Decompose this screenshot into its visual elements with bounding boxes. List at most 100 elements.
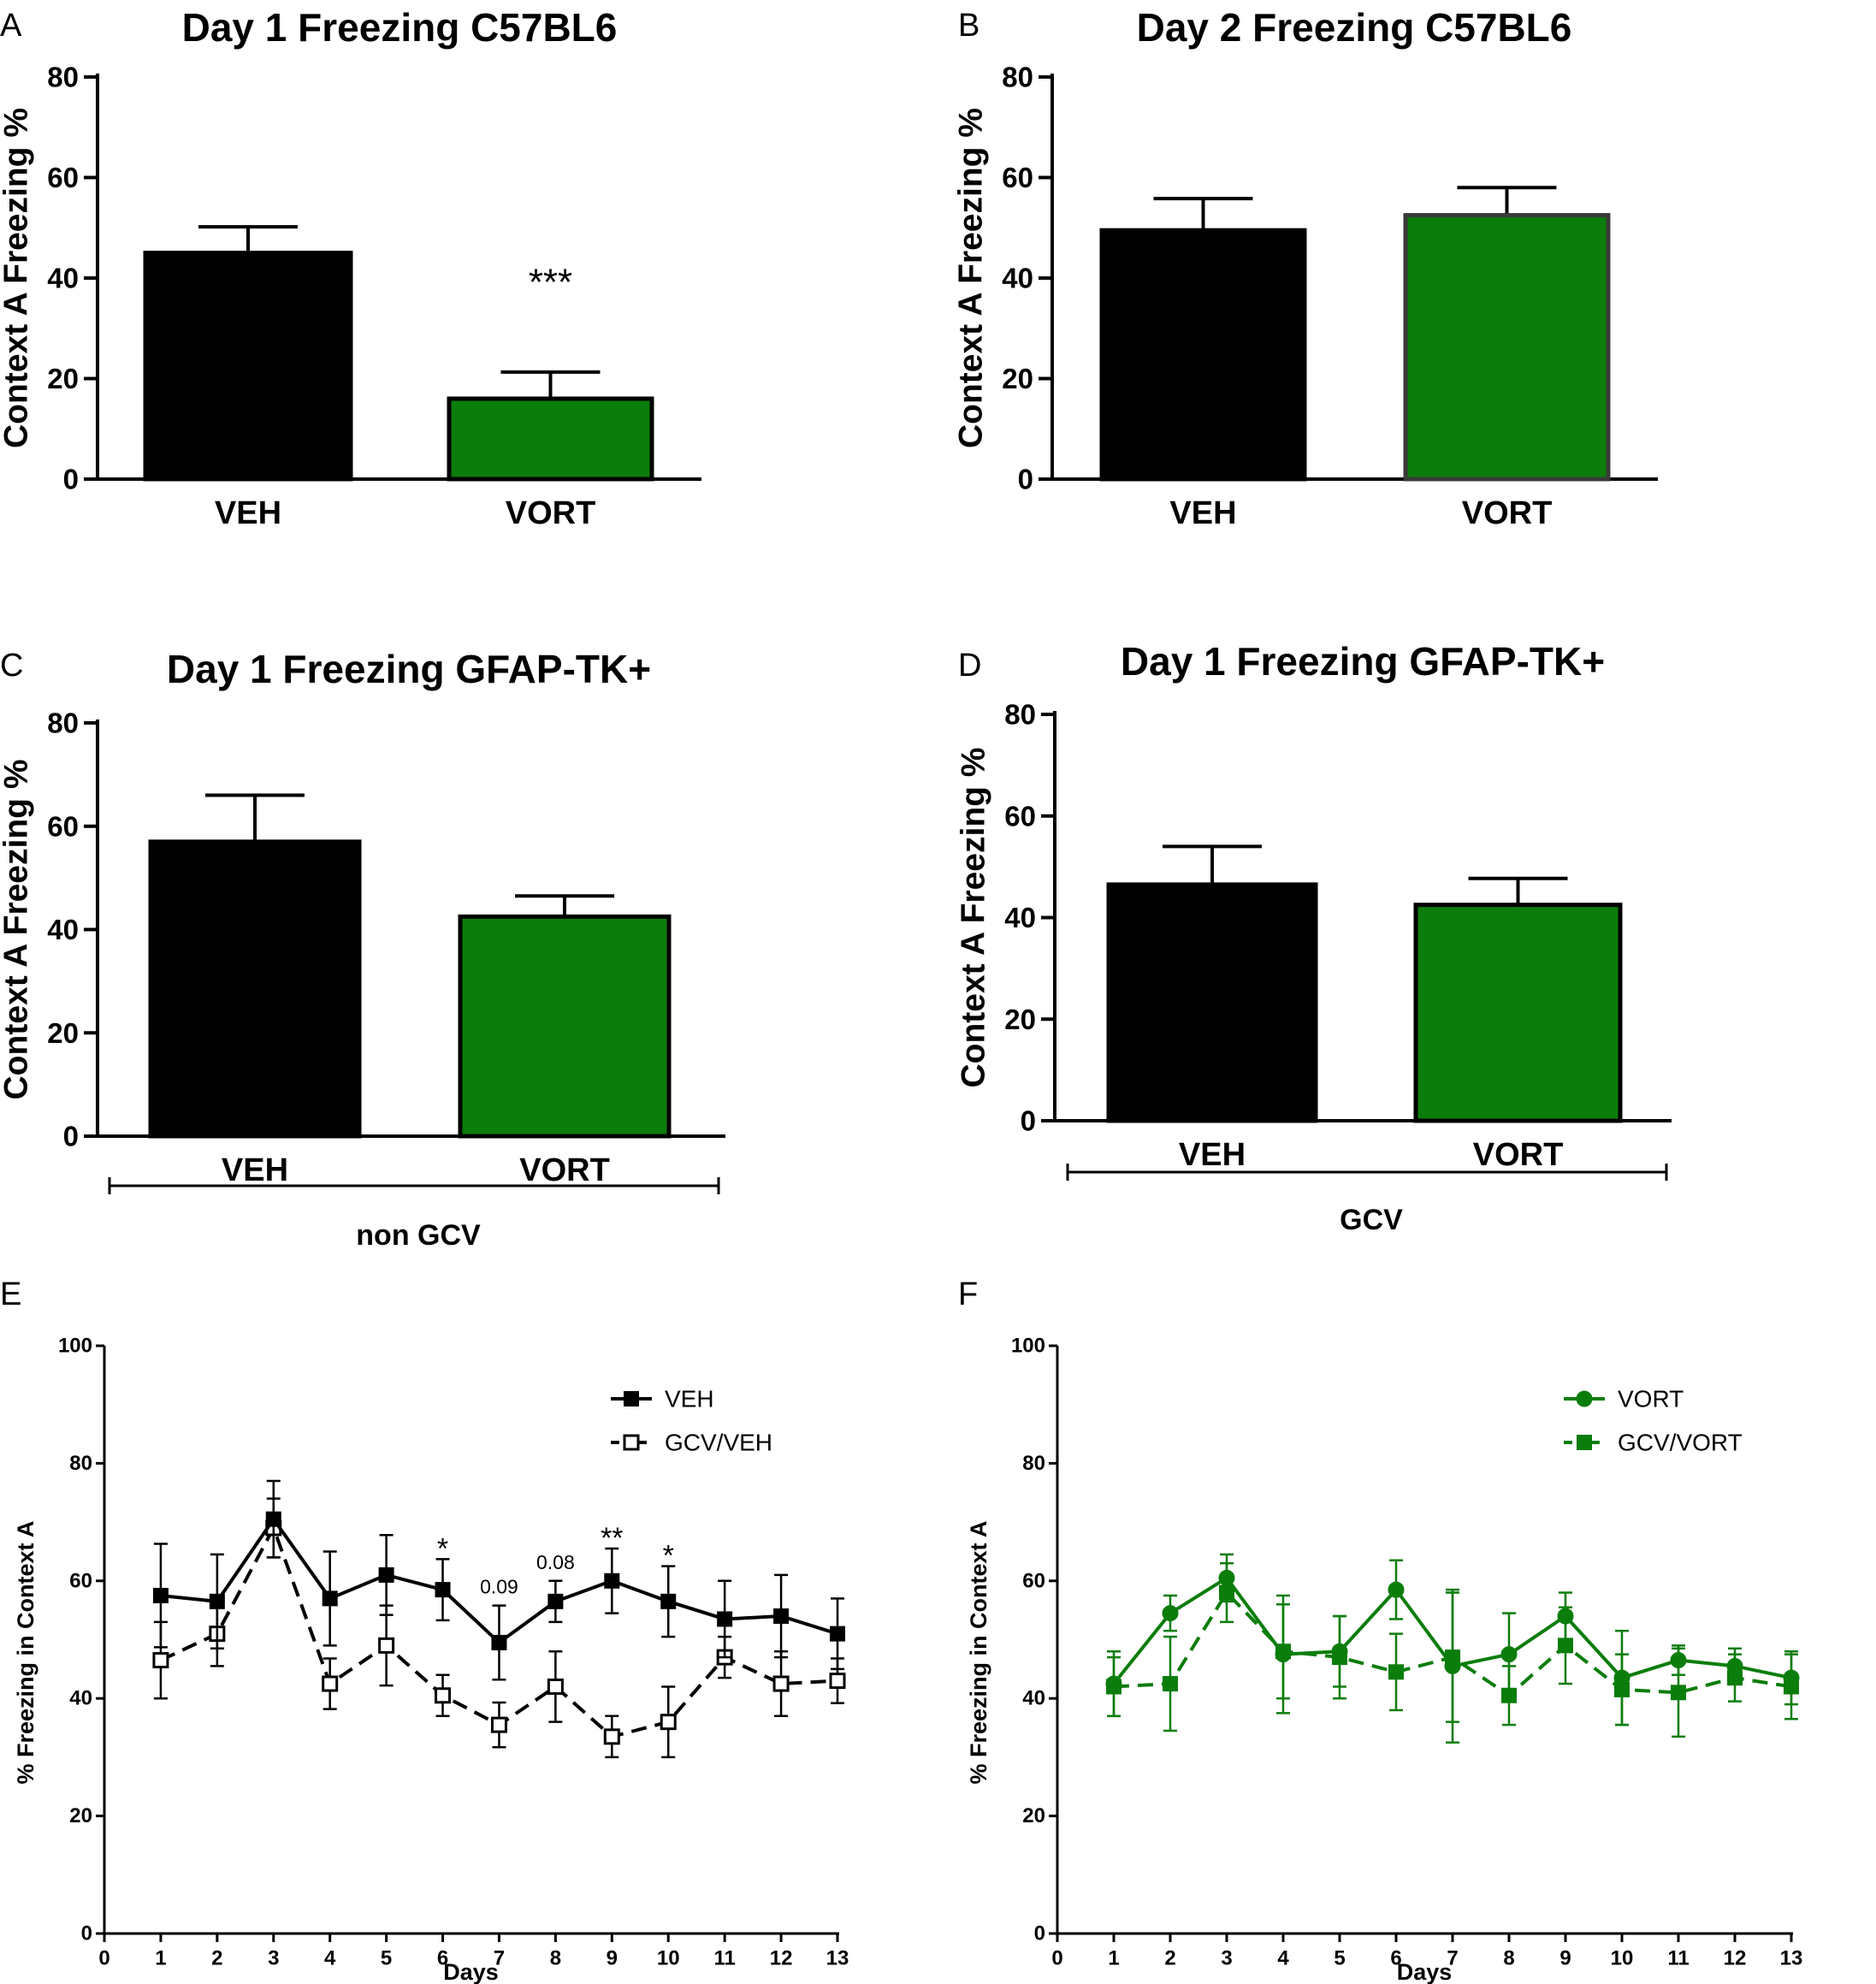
y-tick-label: 60 <box>1022 1569 1045 1592</box>
significance-marker: ** <box>601 1522 623 1555</box>
data-point <box>435 1687 452 1704</box>
chart-panel-b: B Day 2 Freezing C57BL6 Context A Freezing… <box>953 5 1658 531</box>
data-point <box>1331 1643 1348 1660</box>
data-point <box>603 1728 620 1745</box>
y-tick-label: 20 <box>47 363 79 394</box>
y-tick-label: 20 <box>69 1804 92 1827</box>
significance-marker: *** <box>529 261 572 303</box>
legend-entry: VORT <box>1564 1386 1684 1412</box>
y-tick-label: 60 <box>1004 800 1036 832</box>
data-point <box>1162 1605 1179 1622</box>
panel-label: C <box>0 648 23 684</box>
y-tick-label: 20 <box>1002 363 1033 394</box>
legend-entry: GCV/VORT <box>1564 1430 1743 1456</box>
x-tick-label: 6 <box>437 1947 448 1970</box>
data-point <box>547 1593 564 1609</box>
significance-marker: 0.09 <box>480 1576 518 1598</box>
data-point <box>660 1714 677 1731</box>
data-point <box>604 1572 620 1589</box>
y-tick-label: 20 <box>1004 1004 1036 1035</box>
chart-panel-e: E% Freezing in Context ADays020406080100… <box>0 1276 849 1984</box>
panel-label: B <box>958 8 979 44</box>
group-label: non GCV <box>356 1219 481 1252</box>
chart-panel-f: F% Freezing in Context ADays020406080100… <box>958 1276 1802 1984</box>
panel-label: D <box>958 648 981 684</box>
legend-label: VEH <box>665 1386 714 1412</box>
x-category-label: VEH <box>1169 495 1236 531</box>
y-axis-label: Context A Freezing % <box>953 108 990 448</box>
x-tick-label: 13 <box>1780 1947 1803 1970</box>
x-tick-label: 5 <box>381 1947 392 1970</box>
x-category-label: VORT <box>1462 495 1553 531</box>
data-point <box>152 1652 169 1669</box>
data-point <box>1670 1652 1687 1669</box>
x-tick-label: 2 <box>211 1947 222 1970</box>
data-point <box>773 1608 790 1625</box>
x-tick-label: 4 <box>1277 1947 1289 1970</box>
y-tick-label: 20 <box>1022 1804 1045 1827</box>
data-point <box>378 1566 394 1583</box>
y-axis-label: Context A Freezing % <box>0 108 35 448</box>
y-axis-label: % Freezing in Context A <box>13 1520 38 1784</box>
y-tick-label: 80 <box>47 708 79 739</box>
legend-marker <box>624 1391 639 1407</box>
y-tick-label: 40 <box>1022 1687 1045 1710</box>
x-tick-label: 6 <box>1390 1947 1401 1970</box>
series-vort <box>1105 1553 1800 1744</box>
y-tick-label: 40 <box>1004 902 1036 933</box>
data-point <box>829 1673 846 1690</box>
x-tick-label: 2 <box>1164 1947 1175 1970</box>
data-point <box>265 1511 281 1527</box>
legend-marker <box>1576 1390 1593 1407</box>
y-tick-label: 40 <box>1002 263 1033 294</box>
chart-panel-d: D Day 1 Freezing GFAP-TK+ Context A Freezi… <box>956 639 1672 1236</box>
x-tick-label: 10 <box>1611 1947 1634 1970</box>
x-category-label: VORT <box>519 1152 610 1188</box>
x-axis-label: Days <box>1397 1959 1453 1984</box>
x-tick-label: 8 <box>550 1947 561 1970</box>
y-tick-label: 100 <box>58 1335 92 1358</box>
x-tick-label: 12 <box>770 1947 793 1970</box>
data-point <box>1500 1646 1518 1663</box>
x-category-label: VEH <box>222 1152 288 1188</box>
data-point <box>322 1590 338 1607</box>
x-tick-label: 0 <box>1051 1947 1062 1970</box>
x-tick-label: 7 <box>494 1947 505 1970</box>
data-point <box>435 1582 451 1598</box>
y-tick-label: 0 <box>1018 464 1033 495</box>
y-tick-label: 80 <box>1002 62 1033 93</box>
legend-entry: VEH <box>611 1386 714 1412</box>
y-tick-label: 100 <box>1011 1335 1045 1358</box>
y-tick-label: 20 <box>47 1017 79 1049</box>
data-point <box>490 1716 507 1733</box>
x-tick-label: 12 <box>1724 1947 1747 1970</box>
significance-marker: * <box>663 1540 674 1572</box>
bar-veh <box>143 251 353 482</box>
x-tick-label: 0 <box>98 1947 109 1970</box>
y-tick-label: 80 <box>47 62 79 93</box>
x-tick-label: 3 <box>1221 1947 1232 1970</box>
chart-panel-a: A Day 1 Freezing C57BL6 Context A Freezing… <box>0 5 701 531</box>
data-point <box>1726 1657 1743 1674</box>
x-tick-label: 9 <box>607 1947 618 1970</box>
legend-marker <box>1577 1435 1592 1450</box>
group-label: GCV <box>1340 1204 1403 1236</box>
bar-vort <box>447 396 654 482</box>
legend-label: GCV/VORT <box>1618 1430 1743 1456</box>
data-point <box>1783 1669 1800 1686</box>
x-tick-label: 11 <box>713 1947 735 1970</box>
y-axis-label: Context A Freezing % <box>956 748 992 1088</box>
y-tick-label: 40 <box>69 1687 92 1710</box>
y-axis-label: Context A Freezing % <box>0 760 35 1100</box>
data-point <box>1218 1569 1235 1586</box>
x-tick-label: 3 <box>268 1947 279 1970</box>
x-tick-label: 10 <box>657 1947 680 1970</box>
x-category-label: VEH <box>1179 1137 1246 1173</box>
data-point <box>660 1593 677 1609</box>
data-point <box>1671 1685 1686 1701</box>
y-tick-label: 60 <box>47 810 79 842</box>
data-point <box>209 1593 225 1609</box>
legend-marker <box>623 1434 640 1451</box>
y-axis-label: % Freezing in Context A <box>966 1520 991 1784</box>
